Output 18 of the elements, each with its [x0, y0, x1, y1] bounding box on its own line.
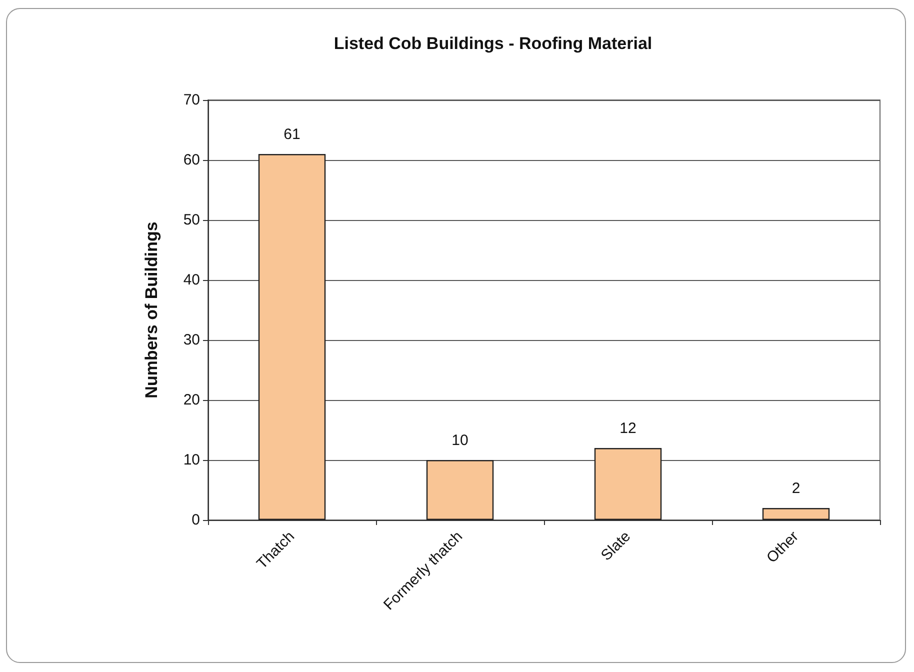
y-tick-label: 30: [183, 332, 200, 348]
chart-title: Listed Cob Buildings - Roofing Material: [334, 34, 652, 53]
bar: [426, 460, 494, 520]
bar: [258, 154, 326, 520]
y-tick-label: 0: [192, 512, 200, 528]
bar: [762, 508, 830, 520]
y-tick-label: 10: [183, 452, 200, 468]
y-tick-label: 70: [183, 92, 200, 108]
y-tick-label: 40: [183, 272, 200, 288]
data-label: 61: [284, 126, 300, 143]
y-tick-label: 20: [183, 392, 200, 408]
y-axis-title: Numbers of Buildings: [142, 222, 161, 398]
bar: [594, 448, 662, 520]
data-label: 10: [452, 432, 468, 449]
y-tick-label: 50: [183, 212, 200, 228]
data-label: 2: [792, 480, 800, 497]
y-tick-label: 60: [183, 152, 200, 168]
data-label: 12: [620, 420, 636, 437]
